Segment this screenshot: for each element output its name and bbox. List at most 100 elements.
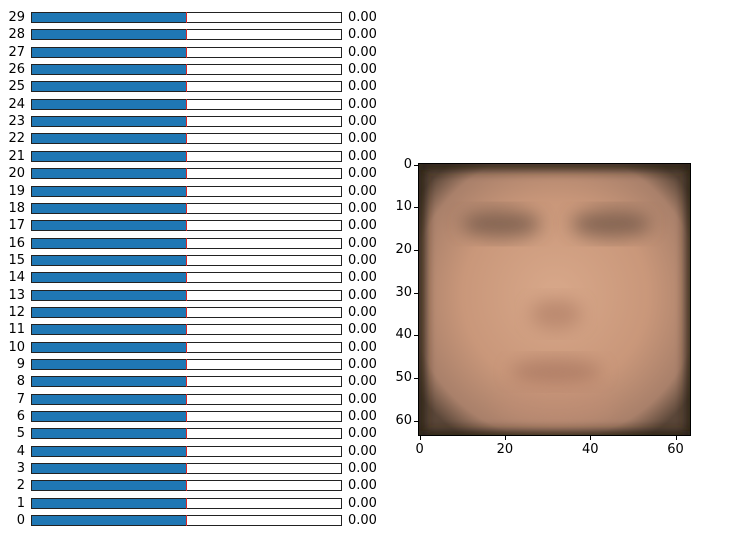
slider-handle[interactable] bbox=[185, 324, 188, 336]
slider-value-label: 0.00 bbox=[348, 495, 377, 511]
slider-track[interactable] bbox=[31, 254, 342, 266]
slider-value-label: 0.00 bbox=[348, 200, 377, 216]
slider-value-label: 0.00 bbox=[348, 79, 377, 95]
slider-handle[interactable] bbox=[185, 272, 188, 284]
slider-handle[interactable] bbox=[185, 463, 188, 475]
slider-handle[interactable] bbox=[185, 306, 188, 318]
slider-handle[interactable] bbox=[185, 515, 188, 527]
slider-handle[interactable] bbox=[185, 411, 188, 423]
slider-fill bbox=[32, 325, 187, 335]
slider-track[interactable] bbox=[31, 515, 342, 527]
x-tick-label: 0 bbox=[415, 442, 424, 457]
slider-handle[interactable] bbox=[185, 133, 188, 145]
x-tick-label: 40 bbox=[581, 442, 599, 457]
slider-track[interactable] bbox=[31, 46, 342, 58]
slider-fill bbox=[32, 307, 187, 317]
slider-handle[interactable] bbox=[185, 185, 188, 197]
x-tick-mark bbox=[675, 436, 677, 440]
slider-fill bbox=[32, 412, 187, 422]
slider-index-label: 2 bbox=[16, 478, 25, 494]
slider-handle[interactable] bbox=[185, 393, 188, 405]
slider-index-label: 16 bbox=[8, 235, 25, 251]
slider-handle[interactable] bbox=[185, 202, 188, 214]
slider-track[interactable] bbox=[31, 202, 342, 214]
slider-handle[interactable] bbox=[185, 428, 188, 440]
slider-handle[interactable] bbox=[185, 497, 188, 509]
slider-value-label: 0.00 bbox=[348, 27, 377, 43]
slider-value-label: 0.00 bbox=[348, 114, 377, 130]
slider-handle[interactable] bbox=[185, 289, 188, 301]
slider-track[interactable] bbox=[31, 168, 342, 180]
slider-fill bbox=[32, 82, 187, 92]
slider-handle[interactable] bbox=[185, 29, 188, 41]
slider-handle[interactable] bbox=[185, 445, 188, 457]
slider-track[interactable] bbox=[31, 81, 342, 93]
slider-handle[interactable] bbox=[185, 64, 188, 76]
slider-track[interactable] bbox=[31, 428, 342, 440]
slider-handle[interactable] bbox=[185, 376, 188, 388]
slider-fill bbox=[32, 290, 187, 300]
slider-fill bbox=[32, 99, 187, 109]
slider-fill bbox=[32, 30, 187, 40]
slider-track[interactable] bbox=[31, 289, 342, 301]
slider-handle[interactable] bbox=[185, 237, 188, 249]
slider-handle[interactable] bbox=[185, 341, 188, 353]
slider-index-label: 0 bbox=[16, 513, 25, 529]
slider-handle[interactable] bbox=[185, 150, 188, 162]
slider-handle[interactable] bbox=[185, 168, 188, 180]
slider-fill bbox=[32, 273, 187, 283]
slider-index-label: 3 bbox=[16, 461, 25, 477]
slider-track[interactable] bbox=[31, 133, 342, 145]
y-tick-label: 20 bbox=[395, 241, 412, 257]
slider-value-label: 0.00 bbox=[348, 374, 377, 390]
slider-track[interactable] bbox=[31, 480, 342, 492]
slider-track[interactable] bbox=[31, 98, 342, 110]
slider-handle[interactable] bbox=[185, 480, 188, 492]
slider-track[interactable] bbox=[31, 306, 342, 318]
slider-value-label: 0.00 bbox=[348, 235, 377, 251]
slider-handle[interactable] bbox=[185, 359, 188, 370]
slider-track[interactable] bbox=[31, 116, 342, 128]
slider-index-label: 29 bbox=[8, 10, 25, 25]
slider-track[interactable] bbox=[31, 497, 342, 509]
slider-handle[interactable] bbox=[185, 46, 188, 58]
slider-index-label: 24 bbox=[8, 96, 25, 112]
y-tick-label: 50 bbox=[395, 369, 412, 385]
slider-track[interactable] bbox=[31, 324, 342, 336]
slider-track[interactable] bbox=[31, 393, 342, 405]
slider-value-label: 0.00 bbox=[348, 391, 377, 407]
slider-handle[interactable] bbox=[185, 81, 188, 93]
slider-track[interactable] bbox=[31, 237, 342, 249]
slider-track[interactable] bbox=[31, 359, 342, 370]
slider-track[interactable] bbox=[31, 376, 342, 388]
slider-handle[interactable] bbox=[185, 220, 188, 232]
slider-handle[interactable] bbox=[185, 12, 188, 23]
slider-handle[interactable] bbox=[185, 116, 188, 128]
slider-index-label: 1 bbox=[16, 495, 25, 511]
slider-track[interactable] bbox=[31, 12, 342, 23]
slider-value-label: 0.00 bbox=[348, 409, 377, 425]
slider-track[interactable] bbox=[31, 272, 342, 284]
slider-value-label: 0.00 bbox=[348, 252, 377, 268]
slider-track[interactable] bbox=[31, 341, 342, 353]
slider-track[interactable] bbox=[31, 463, 342, 475]
slider-value-label: 0.00 bbox=[348, 513, 377, 529]
slider-track[interactable] bbox=[31, 29, 342, 41]
slider-track[interactable] bbox=[31, 150, 342, 162]
slider-value-label: 0.00 bbox=[348, 443, 377, 459]
slider-value-label: 0.00 bbox=[348, 131, 377, 147]
slider-index-label: 17 bbox=[8, 218, 25, 234]
slider-index-label: 20 bbox=[8, 166, 25, 182]
slider-handle[interactable] bbox=[185, 98, 188, 110]
slider-track[interactable] bbox=[31, 445, 342, 457]
slider-fill bbox=[32, 13, 187, 22]
slider-track[interactable] bbox=[31, 64, 342, 76]
slider-track[interactable] bbox=[31, 185, 342, 197]
y-tick-label: 30 bbox=[395, 284, 412, 300]
slider-index-label: 26 bbox=[8, 62, 25, 78]
slider-fill bbox=[32, 203, 187, 213]
x-tick-mark bbox=[504, 436, 506, 440]
slider-track[interactable] bbox=[31, 411, 342, 423]
slider-handle[interactable] bbox=[185, 254, 188, 266]
slider-track[interactable] bbox=[31, 220, 342, 232]
